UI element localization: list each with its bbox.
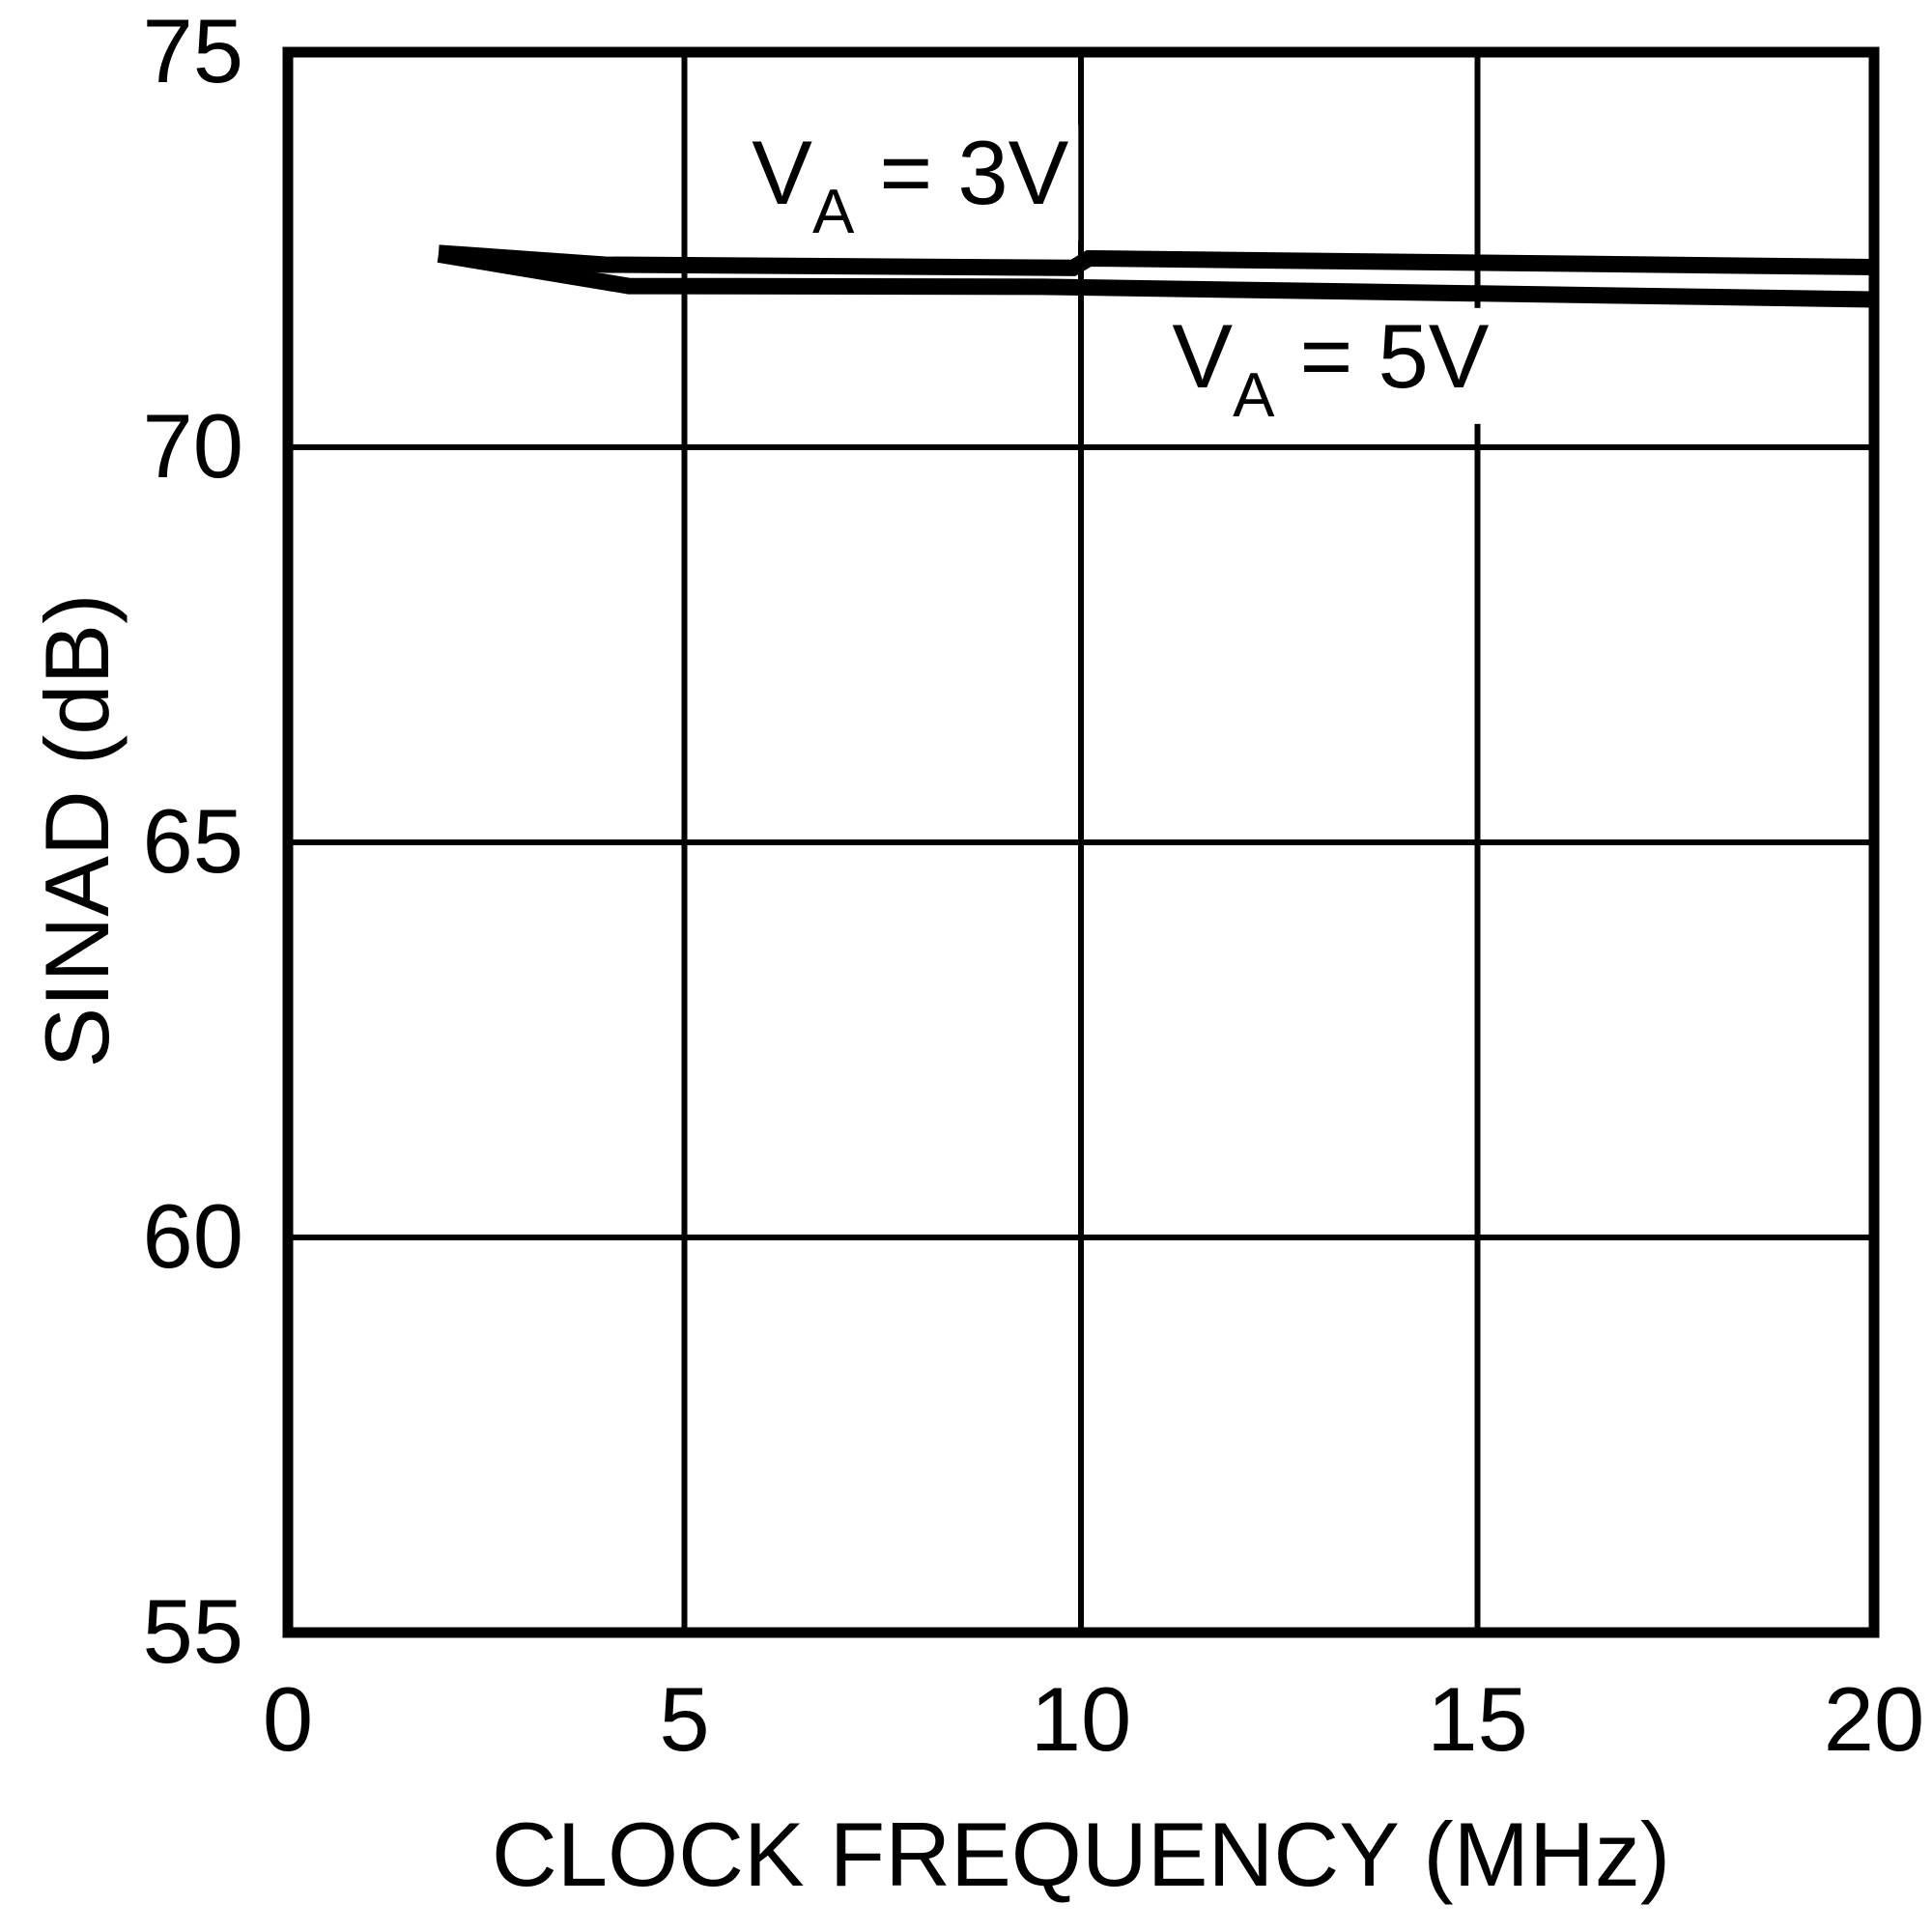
plot-frame: [282, 46, 1880, 1638]
x-tick-label-5: 5: [659, 1668, 709, 1770]
series-label-value-0: = 3V: [879, 122, 1068, 223]
series-label-base-1: V: [1172, 305, 1233, 407]
series-label-1: VA = 5V: [1172, 305, 1489, 430]
curve-va-5v: [437, 246, 1875, 308]
series-label-base-0: V: [752, 122, 812, 223]
x-tick-label-10: 10: [1031, 1668, 1132, 1770]
y-tick-label-55: 55: [142, 1580, 243, 1682]
series-label-subscript-1: A: [1233, 359, 1275, 430]
y-tick-label-70: 70: [142, 395, 243, 497]
y-tick-label-60: 60: [142, 1185, 243, 1287]
x-tick-label-0: 0: [263, 1668, 313, 1770]
x-axis-title: CLOCK FREQUENCY (MHz): [492, 1804, 1670, 1905]
curve-va-3v: [438, 244, 1875, 276]
x-tick-label-15: 15: [1427, 1668, 1528, 1770]
y-tick-label-75: 75: [142, 0, 243, 101]
series-label-0: VA = 3V: [752, 122, 1068, 246]
series-label-mask-0: [744, 125, 1079, 242]
series-label-value-1: = 5V: [1299, 305, 1489, 407]
series-label-mask-1: [1164, 307, 1499, 424]
y-axis-title: SINAD (dB): [26, 594, 128, 1068]
x-tick-label-20: 20: [1824, 1668, 1925, 1770]
series-label-subscript-0: A: [812, 176, 855, 246]
y-tick-label-65: 65: [142, 790, 243, 892]
